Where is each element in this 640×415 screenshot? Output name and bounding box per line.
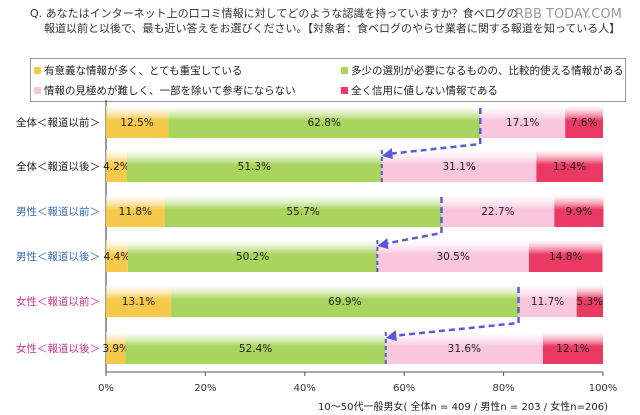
bar-segment xyxy=(377,240,529,272)
data-label: 13.4% xyxy=(553,161,586,173)
bar-segment xyxy=(106,332,126,364)
bar-segment xyxy=(168,106,481,138)
legend-label: 有意義な情報が多く、とても重宝している xyxy=(44,65,243,77)
category-label: 女性＜報道以前＞ xyxy=(16,295,100,308)
data-label: 50.2% xyxy=(236,251,269,263)
x-tick-label: 20% xyxy=(194,383,216,394)
bar-segment xyxy=(542,332,603,364)
data-label: 51.3% xyxy=(238,161,271,173)
x-tick-label: 0% xyxy=(98,383,114,394)
legend-item-2: 情報の見極めが難しく、一部を除いて参考にならない xyxy=(34,83,296,98)
data-label: 3.9% xyxy=(102,343,129,355)
data-label: 13.1% xyxy=(122,296,155,308)
data-label: 11.7% xyxy=(531,296,564,308)
data-label: 4.4% xyxy=(104,251,131,263)
arrowhead-icon xyxy=(381,148,393,159)
bar-segment xyxy=(480,106,566,138)
bar-segment xyxy=(518,285,577,317)
bar-segment xyxy=(171,285,519,317)
data-label: 14.8% xyxy=(549,251,582,263)
bar-segment xyxy=(106,195,165,227)
legend-label: 情報の見極めが難しく、一部を除いて参考にならない xyxy=(44,85,296,97)
x-tick-label: 100% xyxy=(589,383,618,394)
data-label: 5.3% xyxy=(576,296,603,308)
legend-swatch xyxy=(34,67,41,74)
category-label: 全体＜報道以前＞ xyxy=(16,116,100,129)
x-tick-label: 40% xyxy=(294,383,316,394)
bar-segment xyxy=(125,332,386,364)
bar-segment xyxy=(381,150,537,182)
category-label: 男性＜報道以前＞ xyxy=(16,205,100,218)
x-tick-label: 80% xyxy=(492,383,514,394)
data-label: 31.1% xyxy=(442,161,475,173)
data-label: 30.5% xyxy=(436,251,469,263)
bar-segment xyxy=(441,195,555,227)
bar-segment xyxy=(106,240,128,272)
data-label: 12.5% xyxy=(120,117,153,129)
bar-segment xyxy=(106,285,172,317)
arrowhead-icon xyxy=(385,330,397,341)
bar-segment xyxy=(106,106,169,138)
bar-segment xyxy=(536,150,603,182)
bar-segment xyxy=(528,240,603,272)
data-label: 22.7% xyxy=(481,206,514,218)
bar-segment xyxy=(127,240,378,272)
category-label: 女性＜報道以後＞ xyxy=(16,342,100,355)
x-tick-label: 60% xyxy=(393,383,415,394)
legend-swatch xyxy=(341,87,348,94)
footnote: 10～50代一般男女( 全体n = 409 / 男性n = 203 / 女性n=… xyxy=(318,402,609,413)
category-label: 全体＜報道以後＞ xyxy=(16,160,100,173)
legend: 有意義な情報が多く、とても重宝している 多少の選別が必要になるものの、比較的使え… xyxy=(30,58,626,102)
arrowhead-icon xyxy=(377,238,389,249)
change-arrow xyxy=(383,197,443,246)
data-label: 11.8% xyxy=(119,206,152,218)
bar-segment xyxy=(554,195,604,227)
change-arrow xyxy=(387,108,482,156)
data-label: 17.1% xyxy=(506,117,539,129)
legend-swatch xyxy=(34,87,41,94)
bar-segment xyxy=(126,150,382,182)
legend-label: 全く信用に値しない情報である xyxy=(351,85,498,97)
legend-label: 多少の選別が必要になるものの、比較的使える情報がある xyxy=(351,65,624,77)
data-label: 55.7% xyxy=(286,206,319,218)
legend-item-1: 多少の選別が必要になるものの、比較的使える情報がある xyxy=(341,63,624,78)
bar-segment xyxy=(565,106,603,138)
data-label: 12.1% xyxy=(556,343,589,355)
data-label: 9.9% xyxy=(566,206,593,218)
bar-segment xyxy=(164,195,442,227)
data-label: 4.2% xyxy=(103,161,130,173)
question-line-2: 報道以前と以後で、最も近い答えをお選びください。【対象者：食ベログのやらせ業者に… xyxy=(44,22,621,35)
watermark: RBB TODAY.COM xyxy=(515,7,622,22)
data-label: 69.9% xyxy=(328,296,361,308)
bar-segment xyxy=(385,332,543,364)
question-line-1: Q. あなたはインターネット上の口コミ情報に対してどのような認識を持っていますか… xyxy=(30,7,518,20)
data-label: 52.4% xyxy=(239,343,272,355)
data-label: 31.6% xyxy=(448,343,481,355)
legend-item-3: 全く信用に値しない情報である xyxy=(341,83,498,98)
legend-item-0: 有意義な情報が多く、とても重宝している xyxy=(34,63,242,78)
bar-segment xyxy=(576,285,603,317)
category-label: 男性＜報道以後＞ xyxy=(16,250,100,263)
change-arrow xyxy=(391,287,520,338)
data-label: 62.8% xyxy=(308,117,341,129)
data-label: 7.6% xyxy=(571,117,598,129)
legend-swatch xyxy=(341,67,348,74)
bar-segment xyxy=(106,150,127,182)
